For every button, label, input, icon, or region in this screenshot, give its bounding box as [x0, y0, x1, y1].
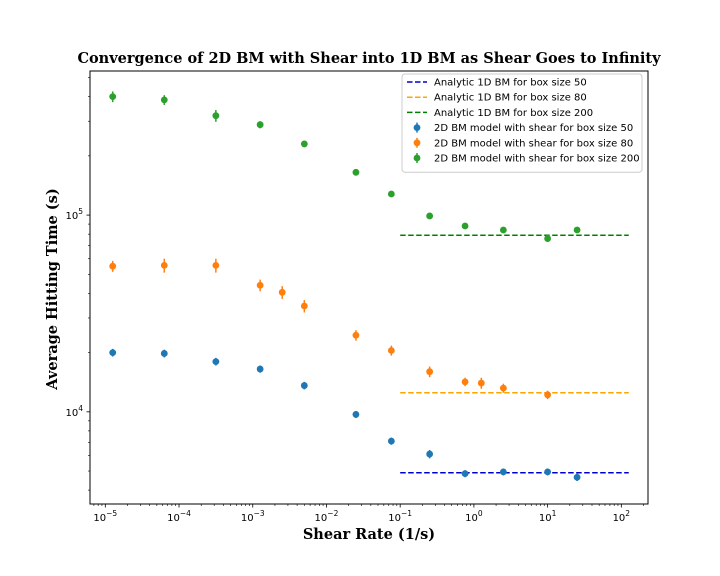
- x-tick-label: 10−2: [315, 509, 339, 524]
- x-tick-label: 10−4: [167, 509, 191, 524]
- series-0: [109, 348, 581, 482]
- legend-label: 2D BM model with shear for box size 80: [434, 138, 633, 149]
- plot-frame: [89, 70, 649, 505]
- data-point: [160, 261, 168, 269]
- data-point: [426, 212, 434, 220]
- data-point: [212, 261, 220, 269]
- chart-title: Convergence of 2D BM with Shear into 1D …: [77, 50, 661, 67]
- data-point: [499, 468, 507, 476]
- data-point: [477, 379, 485, 387]
- data-point: [160, 350, 168, 357]
- data-point: [544, 468, 552, 476]
- data-point: [352, 411, 360, 418]
- data-point: [544, 235, 552, 242]
- data-point: [461, 378, 469, 386]
- data-point: [352, 331, 360, 339]
- data-point: [256, 281, 264, 289]
- data-point: [212, 112, 220, 120]
- x-tick-label: 10−1: [388, 509, 412, 524]
- series-2: [109, 91, 581, 242]
- x-tick-label: 10−3: [241, 509, 265, 524]
- x-axis-label: Shear Rate (1/s): [303, 526, 435, 543]
- legend-label: Analytic 1D BM for box size 50: [434, 78, 587, 89]
- data-point: [109, 262, 117, 270]
- x-tick-label: 10−5: [93, 509, 117, 524]
- legend-marker-swatch: [413, 124, 421, 131]
- plot-area: [109, 91, 629, 482]
- legend: Analytic 1D BM for box size 50 Analytic 1…: [401, 73, 643, 173]
- legend-label: Analytic 1D BM for box size 200: [434, 108, 593, 119]
- data-point: [109, 93, 117, 101]
- data-point: [278, 288, 286, 296]
- legend-label: 2D BM model with shear for box size 50: [434, 123, 633, 134]
- y-tick-label: 104: [65, 404, 83, 419]
- data-point: [426, 368, 434, 376]
- data-point: [426, 450, 434, 458]
- data-point: [300, 382, 308, 389]
- data-point: [109, 349, 117, 357]
- data-point: [387, 190, 395, 198]
- data-point: [499, 226, 507, 234]
- data-point: [160, 96, 168, 104]
- legend-box: [401, 73, 643, 173]
- data-point: [461, 222, 469, 230]
- legend-marker-swatch: [413, 154, 421, 162]
- data-point: [300, 302, 308, 310]
- y-axis-label: Average Hitting Time (s): [44, 188, 61, 390]
- data-point: [387, 437, 395, 445]
- data-point: [256, 121, 264, 129]
- y-tick-label: 105: [65, 207, 83, 222]
- data-point: [499, 384, 507, 392]
- data-point: [461, 470, 469, 478]
- series-1: [109, 258, 552, 400]
- data-point: [352, 168, 360, 176]
- data-point: [544, 391, 552, 399]
- legend-label: 2D BM model with shear for box size 200: [434, 154, 640, 165]
- data-point: [256, 365, 264, 373]
- data-point: [573, 226, 581, 234]
- data-point: [573, 473, 581, 481]
- data-point: [387, 347, 395, 354]
- x-tick-label: 100: [465, 509, 483, 524]
- data-point: [212, 358, 220, 366]
- legend-label: Analytic 1D BM for box size 80: [434, 93, 587, 104]
- x-tick-label: 102: [613, 509, 631, 524]
- data-point: [300, 140, 308, 148]
- legend-marker-swatch: [413, 139, 421, 147]
- x-tick-label: 101: [539, 509, 557, 524]
